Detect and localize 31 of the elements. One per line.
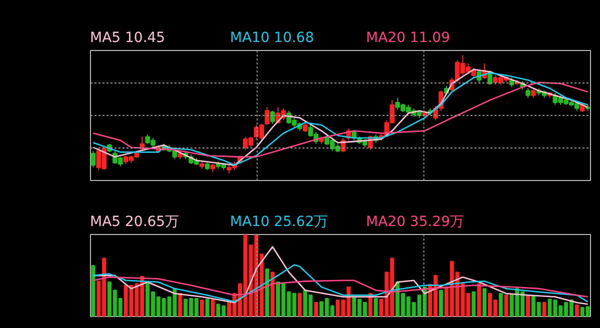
bar xyxy=(439,290,444,316)
bar xyxy=(498,293,503,316)
candlestick xyxy=(531,88,536,98)
text: MA20 11.09 xyxy=(366,29,450,48)
bar xyxy=(298,293,302,316)
candlestick xyxy=(526,88,530,98)
bar xyxy=(205,298,210,316)
bar xyxy=(91,265,96,316)
bar xyxy=(210,300,215,316)
bar xyxy=(200,300,204,316)
bar xyxy=(472,291,476,316)
text: MA10 25.62万 xyxy=(230,213,328,232)
candlestick xyxy=(90,150,96,168)
bar xyxy=(477,283,482,316)
candlestick xyxy=(471,68,476,78)
bar xyxy=(270,272,275,316)
bar xyxy=(526,294,530,316)
candlestick xyxy=(264,106,270,126)
bar xyxy=(314,302,318,316)
bar xyxy=(374,298,378,316)
bar xyxy=(178,293,182,316)
text: MA5 10.45 xyxy=(90,29,166,48)
bar xyxy=(482,288,487,316)
text: MA10 10.68 xyxy=(230,29,314,48)
candlestick xyxy=(270,110,275,124)
text: MA20 35.29万 xyxy=(366,213,464,232)
bar xyxy=(574,304,579,316)
bar xyxy=(265,268,270,316)
bar xyxy=(542,302,546,316)
text: MA5 20.65万 xyxy=(90,213,180,232)
bar xyxy=(504,294,508,316)
